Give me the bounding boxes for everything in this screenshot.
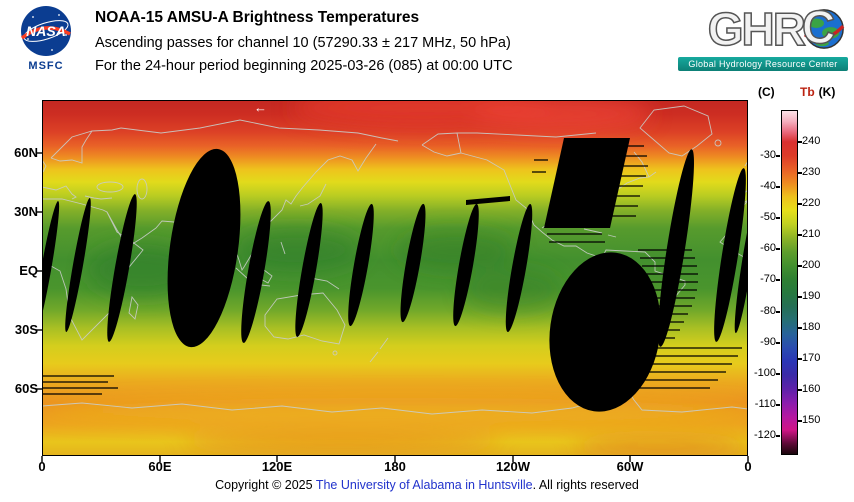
alaska-canada-coastline (421, 132, 597, 157)
tasmania (332, 350, 338, 356)
colorbar-kelvin-tick: 220 (802, 197, 821, 209)
new-zealand-coastline (369, 337, 389, 363)
colorbar-gradient (781, 110, 798, 455)
antarctica-coastline (42, 391, 748, 415)
colorbar-kelvin-tick: 160 (802, 383, 821, 395)
ghrc-logo: GHR C Global Hydrology Resource Center (678, 0, 848, 71)
y-axis-label-60N: 60N (14, 145, 38, 160)
ghrc-logo-letters: GHR C (678, 0, 848, 56)
madagascar-coastline (128, 295, 139, 320)
colorbar-tick-mark (798, 265, 802, 267)
colorbar-tick-mark (798, 172, 802, 174)
britain-coastline (42, 159, 47, 173)
title-block: NOAA-15 AMSU-A Brightness Temperatures A… (95, 9, 513, 74)
colorbar-tick-mark (776, 248, 780, 251)
colorbar-tick-mark (798, 358, 802, 360)
colorbar-tick-mark (776, 155, 780, 157)
colorbar-tb-label: Tb (800, 85, 815, 99)
colorbar-tick-mark (798, 327, 802, 329)
colorbar-tick-mark (776, 186, 780, 189)
colorbar-tick-mark (776, 434, 780, 437)
colorbar-kelvin-tick: 230 (802, 166, 821, 178)
colorbar-unit-celsius: (C) (758, 85, 775, 99)
axis-ticks (36, 152, 749, 462)
ghrc-letters-ghr: GHR (707, 2, 807, 56)
colorbar-tick-mark (776, 279, 780, 282)
colorbar-tick-mark (776, 372, 780, 375)
y-axis-label-30N: 30N (14, 204, 38, 219)
nasa-logo: NASA MSFC (12, 5, 80, 72)
colorbar-kelvin-tick: 190 (802, 290, 821, 302)
y-axis-label-60S: 60S (14, 381, 38, 396)
colorbar-kelvin-tick: 240 (802, 135, 821, 147)
map-arrow-annotation: ← (254, 100, 267, 115)
colorbar-tick-mark (776, 310, 780, 313)
europe-coastline (42, 185, 113, 200)
colorbar-tick-mark (776, 341, 780, 344)
colorbar-kelvin-tick: 180 (802, 321, 821, 333)
colorbar-tick-mark (798, 203, 802, 205)
colorbar-kelvin-tick: 150 (802, 414, 821, 426)
colorbar-kelvin-tick: 170 (802, 352, 821, 364)
scan-line-stripes (42, 145, 742, 395)
north-america-west-coastline (460, 152, 603, 259)
colorbar-unit-kelvin: Tb (K) (800, 85, 835, 99)
caspian-sea (136, 178, 148, 200)
colorbar-tick-mark (798, 141, 802, 143)
scandinavia-coastline (50, 127, 122, 164)
copyright-suffix: . All rights reserved (532, 478, 639, 492)
black-sea (96, 181, 124, 193)
colorbar-tick-mark (776, 217, 780, 220)
greenland-coastline (639, 105, 713, 157)
map-border (42, 100, 748, 456)
colorbar-kelvin-tick: 210 (802, 228, 821, 240)
colorbar-tick-mark (798, 420, 802, 422)
ghrc-banner: Global Hydrology Resource Center (678, 57, 848, 71)
y-axis-label-EQ: EQ (19, 263, 38, 278)
y-axis-label-30S: 30S (14, 322, 38, 337)
colorbar-tick-mark (798, 389, 802, 391)
nasa-meatball-icon: NASA (20, 6, 71, 56)
ghrc-globe-icon (803, 9, 845, 49)
colorbar-tick-mark (776, 403, 780, 406)
colorbar-tick-mark (798, 234, 802, 236)
west-africa-iberia-coastline (719, 160, 748, 261)
university-link[interactable]: The University of Alabama in Huntsville (315, 478, 533, 492)
map-panel: ← (36, 100, 749, 462)
ghrc-letter-c: C (801, 0, 836, 54)
brightness-temperature-map: ← (36, 100, 749, 462)
copyright-text: Copyright © 2025 The University of Alaba… (0, 478, 854, 492)
colorbar-k-label: (K) (818, 85, 836, 99)
iceland (714, 139, 722, 147)
japan-coastline (299, 183, 327, 207)
subtitle-period: For the 24-hour period beginning 2025-03… (95, 58, 513, 74)
subtitle-channel: Ascending passes for channel 10 (57290.3… (95, 35, 511, 51)
copyright-prefix: Copyright © 2025 (215, 478, 316, 492)
east-siberia-coastline (302, 143, 377, 188)
colorbar-tick-mark (798, 296, 802, 298)
caribbean-islands (583, 228, 617, 238)
nasa-logo-text: NASA (26, 23, 66, 39)
page-title: NOAA-15 AMSU-A Brightness Temperatures (95, 9, 420, 26)
msfc-label: MSFC (28, 60, 64, 72)
russia-north-coastline (120, 119, 399, 142)
colorbar-kelvin-tick: 200 (802, 259, 821, 271)
